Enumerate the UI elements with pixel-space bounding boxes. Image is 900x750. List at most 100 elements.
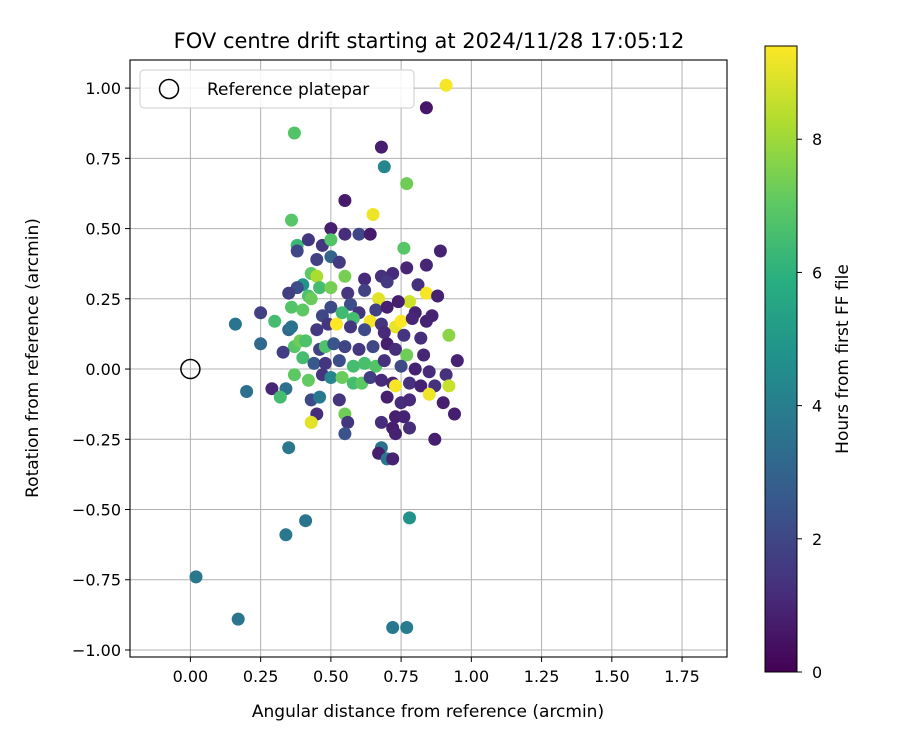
scatter-point [386,452,400,466]
scatter-point [377,160,391,174]
scatter-point [332,354,346,368]
scatter-point [439,78,453,92]
x-tick-label: 1.75 [664,667,700,686]
scatter-point [408,362,422,376]
reference-platepar-marker [180,358,201,380]
scatter-point [338,194,352,207]
scatter-point [310,253,324,266]
legend-box [139,69,415,109]
scatter-point [369,303,383,317]
scatter-point [304,415,318,429]
y-tick-label: −0.25 [72,430,121,449]
scatter-point [419,286,433,300]
scatter-point [411,278,425,292]
y-tick-label: −0.75 [72,571,121,590]
scatter-point [442,379,456,393]
scatter-point [405,312,419,325]
scatter-point [268,314,282,328]
scatter-point [287,368,301,382]
scatter-point [276,345,290,359]
y-tick-label: 0.25 [85,290,121,309]
scatter-point [403,376,416,390]
scatter-point [431,289,445,303]
scatter-point [282,286,296,300]
scatter-point [318,356,332,370]
x-axis-ticks: 0.00 0.25 0.50 0.75 1.00 1.25 1.50 1.75 [173,657,700,686]
scatter-point [282,441,296,455]
scatter-point [301,233,315,247]
scatter-point [366,208,380,221]
scatter-point [324,233,338,247]
scatter-point [313,281,327,295]
scatter-point [436,396,450,410]
scatter-point [338,340,352,354]
scatter-point [439,368,453,382]
legend-label-reference: Reference platepar [207,80,369,100]
scatter-point [344,320,357,334]
scatter-point [422,365,436,379]
plot-frame [129,59,728,658]
scatter-point [366,340,380,354]
scatter-point [397,241,411,255]
scatter-point [403,295,416,309]
scatter-point [352,227,366,241]
scatter-point [310,269,324,283]
scatter-point [299,334,313,348]
scatter-point [335,306,349,320]
scatter-points [189,78,464,634]
scatter-point [380,390,394,404]
scatter-point [389,427,402,441]
scatter-point [400,177,414,191]
y-tick-label: 0.50 [85,220,121,239]
scatter-point [394,359,408,373]
y-tick-label: 1.00 [85,79,121,98]
scatter-point [346,359,360,373]
scatter-point [307,356,321,370]
scatter-point [341,415,355,429]
scatter-point [400,621,414,634]
legend: Reference platepar [139,69,415,109]
scatter-point [380,275,394,289]
scatter-point [285,320,298,334]
scatter-point [327,337,341,351]
scatter-point [419,314,433,328]
reference-layer [180,358,201,380]
scatter-point [397,328,411,342]
colorbar [764,45,798,673]
y-tick-label: −1.00 [72,641,121,660]
scatter-point [324,300,338,314]
scatter-point [417,348,431,362]
colorbar-tick-label: 8 [812,130,822,149]
scatter-point [358,283,372,297]
scatter-point [240,385,254,398]
colorbar-tick-label: 4 [812,397,822,416]
scatter-point [231,612,245,626]
x-axis-label: Angular distance from reference (arcmin) [252,702,604,722]
scatter-point [377,354,391,368]
scatter-point [448,407,461,421]
scatter-point [287,126,301,140]
scatter-point [301,373,315,387]
scatter-point [363,227,377,241]
scatter-point [330,317,343,331]
scatter-point [254,306,268,320]
scatter-point [374,140,388,154]
x-tick-label: 0.50 [313,667,349,686]
y-tick-label: 0.00 [85,360,121,379]
scatter-point [400,348,414,362]
scatter-point [374,373,388,387]
colorbar-tick-label: 6 [812,263,822,282]
x-tick-label: 1.00 [454,667,490,686]
scatter-point [372,292,386,306]
scatter-point [358,323,372,337]
scatter-point [332,255,346,269]
scatter-point [310,323,324,337]
scatter-point [189,570,203,584]
scatter-point [450,354,464,368]
scatter-point [403,421,416,435]
scatter-point [391,295,405,309]
x-tick-label: 1.25 [524,667,560,686]
scatter-point [374,415,388,429]
x-tick-label: 0.00 [173,667,209,686]
